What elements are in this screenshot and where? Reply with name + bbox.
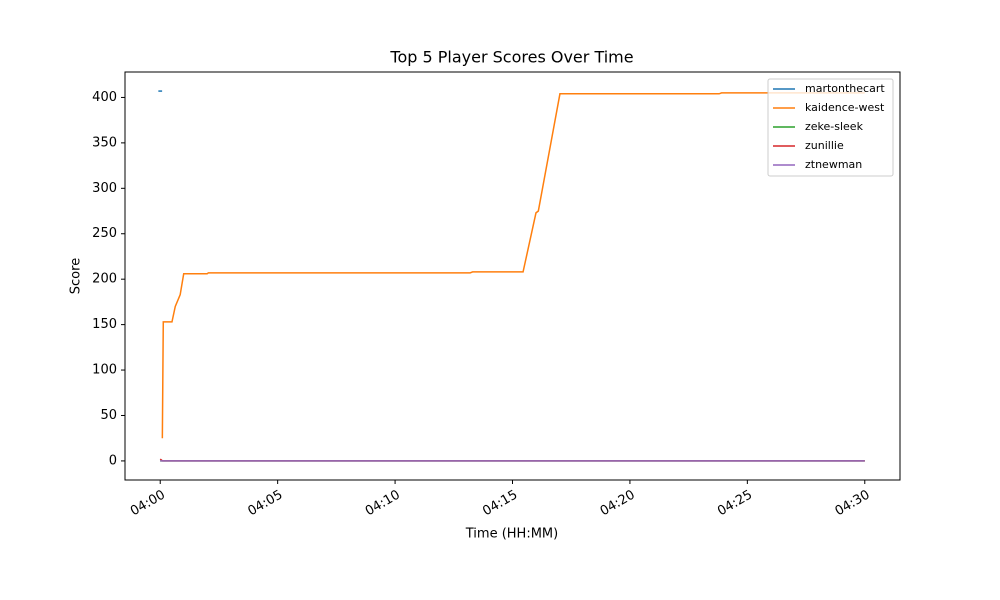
series-line [161,92,865,439]
y-tick-label: 300 [92,181,117,196]
legend-label: ztnewman [805,158,862,171]
y-tick-label: 100 [92,363,117,378]
y-tick-label: 350 [92,135,117,150]
chart-title: Top 5 Player Scores Over Time [389,48,633,67]
y-tick-label: 150 [92,317,117,332]
legend-label: kaidence-west [805,101,885,114]
legend-label: martonthecart [805,82,885,95]
plot-frame [124,71,901,481]
y-axis-label: Score [69,258,84,294]
y-tick-label: 0 [109,453,117,468]
legend-box [767,78,894,177]
y-tick-label: 200 [92,272,117,287]
legend-label: zunillie [805,139,844,152]
x-axis-label: Time (HH:MM) [465,527,558,542]
y-tick-label: 50 [100,408,117,423]
y-tick-label: 400 [92,90,117,105]
y-tick-label: 250 [92,226,117,241]
legend-label: zeke-sleek [805,120,864,133]
